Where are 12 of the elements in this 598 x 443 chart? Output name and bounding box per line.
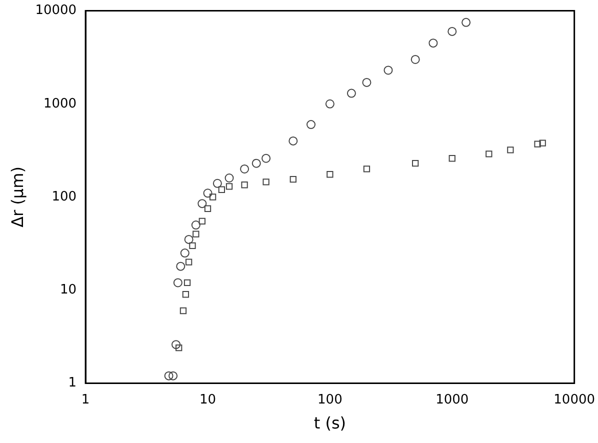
y-tick-label: 1 [68,376,77,391]
y-tick-label: 10000 [35,3,77,18]
y-tick-label: 1000 [43,96,77,112]
x-tick-label: 100 [318,392,342,408]
y-tick-label: 10 [60,282,77,298]
x-tick-label: 1 [81,392,90,408]
y-tick-label: 100 [52,189,77,204]
x-tick-label: 10000 [554,392,595,408]
y-axis-title: Δr (μm) [8,166,27,228]
x-tick-label: 1000 [436,392,469,408]
x-axis-title: t (s) [314,414,346,433]
x-tick-label: 10 [199,392,216,408]
